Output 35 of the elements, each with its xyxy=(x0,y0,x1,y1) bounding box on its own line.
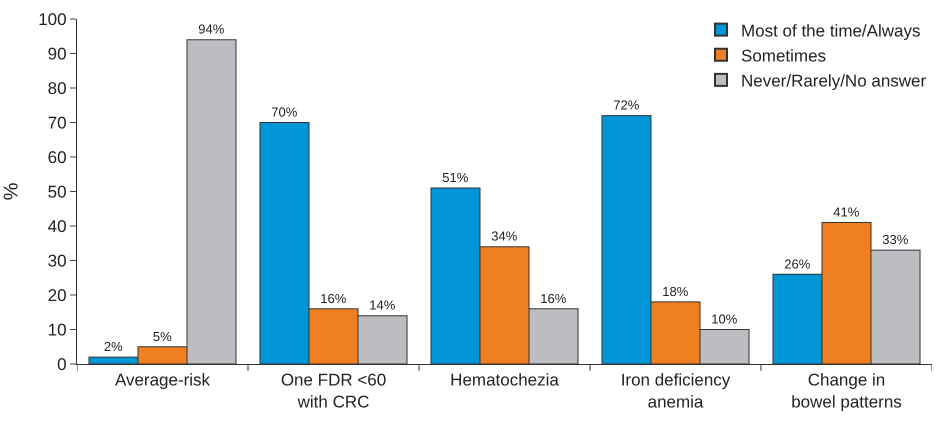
y-tick-label: 0 xyxy=(57,354,67,374)
y-tick-label: 10 xyxy=(48,320,67,340)
data-label: 10% xyxy=(711,312,738,326)
y-tick-label: 60 xyxy=(48,148,67,167)
data-label: 5% xyxy=(152,328,172,344)
data-label: 16% xyxy=(320,290,347,306)
data-label: 72% xyxy=(613,98,640,113)
data-label: 2% xyxy=(104,339,124,354)
legend-label: Most of the time/Always xyxy=(741,21,921,40)
y-tick-label: 50 xyxy=(48,182,67,202)
data-label: 26% xyxy=(784,256,811,272)
x-tick-label: Change in bowel patterns xyxy=(791,370,902,412)
x-tick-label: Iron deficiency anemia xyxy=(620,370,731,412)
legend-label: Sometimes xyxy=(741,46,826,66)
y-axis-title: % xyxy=(0,182,23,200)
data-label: 34% xyxy=(491,228,518,244)
y-tick-label: 20 xyxy=(48,286,67,305)
x-tick-label: Average-risk xyxy=(114,370,211,390)
y-tick-label: 40 xyxy=(48,216,67,236)
data-label: 14% xyxy=(369,298,396,313)
y-tick-label: 70 xyxy=(48,113,67,132)
data-label: 51% xyxy=(442,170,469,186)
data-label: 94% xyxy=(198,22,225,37)
data-label: 41% xyxy=(833,204,860,220)
y-tick-label: 100 xyxy=(38,10,67,29)
data-label: 33% xyxy=(882,232,909,248)
x-tick-label: Hematochezia xyxy=(450,370,560,390)
y-tick-label: 90 xyxy=(48,44,67,64)
x-tick-label: One FDR <60 with CRC xyxy=(280,370,386,412)
legend-label: Never/Rarely/No answer xyxy=(741,71,927,90)
y-tick-label: 80 xyxy=(48,78,67,98)
data-label: 16% xyxy=(540,290,567,306)
y-tick-label: 30 xyxy=(48,251,67,270)
data-label: 18% xyxy=(662,284,689,299)
data-label: 70% xyxy=(271,104,298,120)
